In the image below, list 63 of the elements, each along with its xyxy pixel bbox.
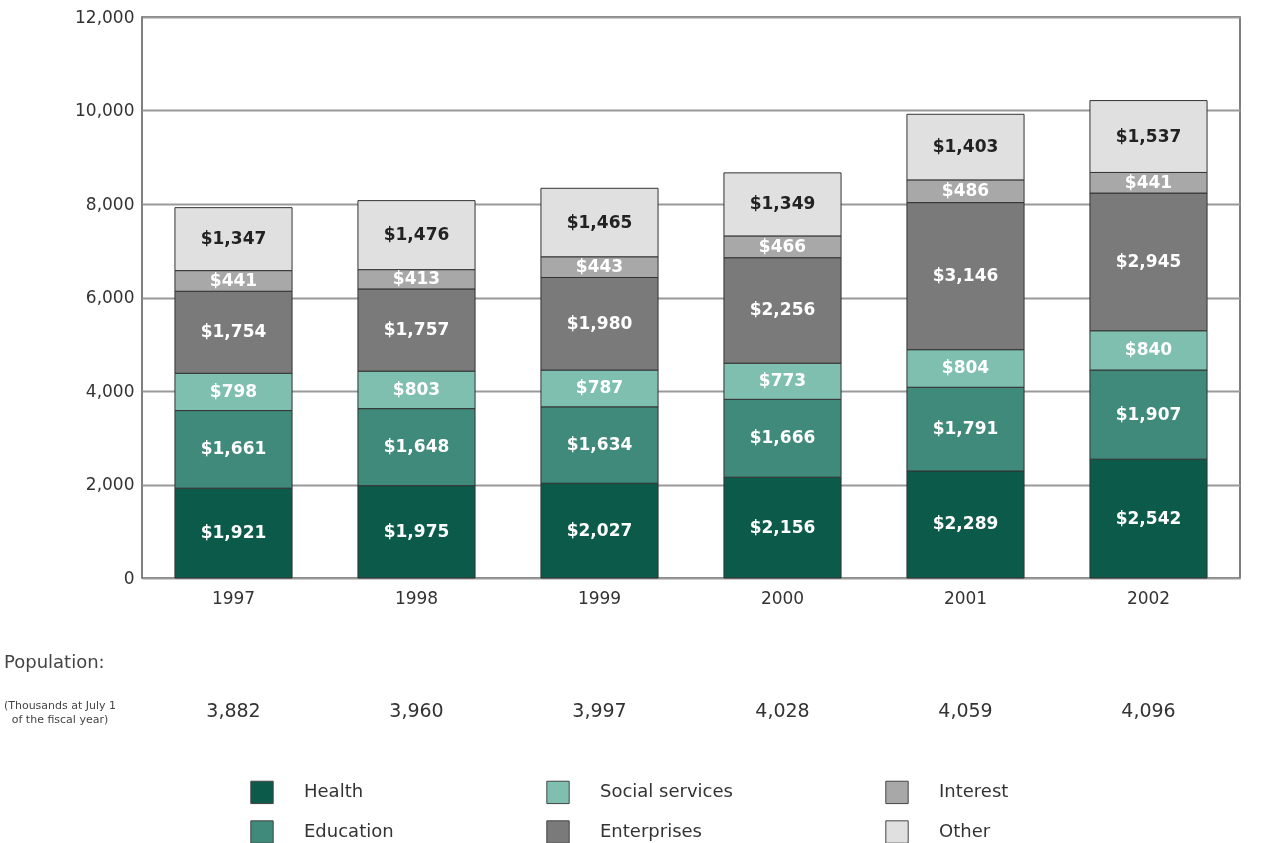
data-label: $1,349 (749, 193, 816, 214)
y-tick-label: 6,000 (85, 287, 135, 307)
x-tick-label: 1999 (577, 587, 622, 608)
y-tick-label: 12,000 (75, 6, 135, 27)
text: 4,096 (1121, 699, 1176, 721)
text: 3,882 (206, 699, 261, 721)
data-label: $773 (758, 370, 807, 391)
data-label: $466 (758, 235, 807, 256)
data-label: $2,027 (566, 519, 633, 540)
data-label: $2,542 (1115, 507, 1182, 528)
legend-label: Health (304, 780, 364, 802)
data-label: $1,907 (1115, 403, 1182, 424)
x-tick-label: 2002 (1126, 587, 1171, 608)
x-tick-label: 2001 (943, 587, 988, 608)
y-tick-label: 2,000 (85, 474, 135, 494)
data-label: $2,256 (749, 299, 816, 320)
legend-label: Other (939, 820, 991, 841)
data-label: $1,791 (932, 418, 999, 439)
data-label: $486 (941, 180, 990, 201)
data-label: $2,945 (1115, 250, 1182, 271)
data-label: $1,757 (383, 319, 450, 340)
data-label: $2,156 (749, 516, 816, 537)
data-label: $443 (575, 256, 624, 277)
text: 4,059 (938, 699, 993, 721)
data-label: $1,975 (383, 520, 450, 541)
data-label: $1,634 (566, 434, 633, 455)
text: 3,997 (572, 699, 627, 721)
data-label: $1,661 (200, 438, 267, 459)
data-label: $1,476 (383, 224, 450, 245)
data-label: $803 (392, 378, 441, 399)
data-label: $840 (1124, 339, 1173, 360)
data-label: $1,347 (200, 228, 267, 249)
y-tick-label: 8,000 (85, 193, 135, 214)
data-label: $1,754 (200, 321, 267, 342)
text: 3,960 (389, 699, 444, 721)
data-label: $804 (941, 357, 990, 378)
legend-label: Social services (600, 780, 733, 802)
data-label: $2,289 (932, 513, 999, 534)
data-label: $1,980 (566, 312, 633, 333)
data-label: $413 (392, 268, 441, 289)
data-label: $1,403 (932, 136, 999, 157)
legend-label: Enterprises (600, 820, 702, 841)
text: Population: (4, 651, 105, 672)
x-tick-label: 1997 (211, 587, 256, 608)
legend-label: Education (304, 820, 394, 841)
data-label: $798 (209, 380, 258, 401)
text: (Thousands at July 1 of the fiscal year) (3, 699, 117, 726)
legend-label: Interest (939, 780, 1009, 802)
data-label: $1,537 (1115, 125, 1182, 146)
data-label: $1,921 (200, 522, 267, 543)
text: 4,028 (755, 699, 810, 721)
x-tick-label: 2000 (760, 587, 805, 608)
y-tick-label: 10,000 (75, 100, 135, 120)
data-label: $441 (209, 269, 258, 290)
data-label: $787 (575, 377, 624, 398)
data-label: $1,648 (383, 436, 450, 457)
data-label: $3,146 (932, 265, 999, 286)
data-label: $1,465 (566, 211, 633, 232)
data-label: $441 (1124, 171, 1173, 192)
x-tick-label: 1998 (394, 587, 439, 608)
y-tick-label: 0 (123, 567, 135, 588)
y-tick-label: 4,000 (85, 380, 135, 401)
data-label: $1,666 (749, 427, 816, 448)
